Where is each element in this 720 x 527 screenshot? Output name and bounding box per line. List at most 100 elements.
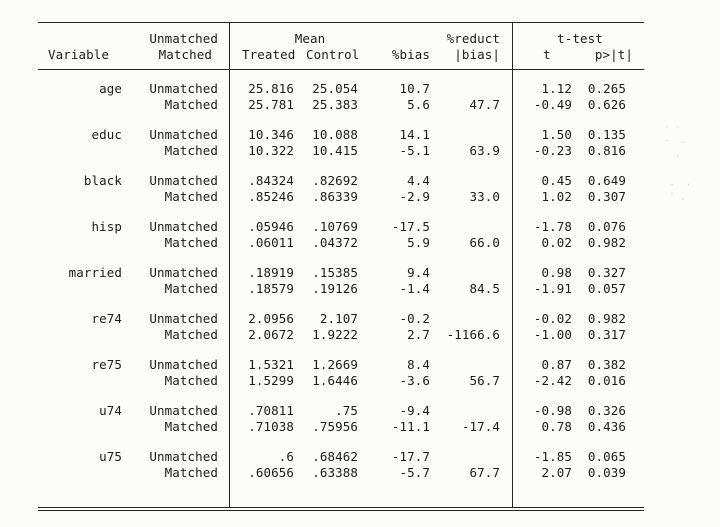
cell-matched-bias: -2.9 [399,189,430,204]
cell-unmatched-bias: 14.1 [399,127,430,142]
cell-unmatched-bias: 10.7 [399,81,430,96]
cell-unmatched-control: .10769 [312,219,358,234]
cell-matched-treated: 1.5299 [248,373,294,388]
bleed-through-marks: - - - . . . . ' , [664,122,692,202]
cell-unmatched-control: .68462 [312,449,358,464]
cell-matched-treated: .71038 [248,419,294,434]
cell-matched-bias: -5.1 [399,143,430,158]
cell-matched-t: 1.02 [541,189,572,204]
header-pct-reduct-line2: |bias| [454,47,500,62]
cell-matched-bias: -11.1 [391,419,430,434]
cell-matched-sample: Matched [164,143,218,158]
cell-matched-control: .75956 [312,419,358,434]
cell-matched-t: -0.49 [533,97,572,112]
cell-unmatched-t: -1.78 [533,219,572,234]
cell-unmatched-sample: Unmatched [149,127,218,142]
cell-matched-reduct: 56.7 [469,373,500,388]
cell-matched-t: 0.78 [541,419,572,434]
cell-matched-reduct: -17.4 [461,419,500,434]
cell-unmatched-treated: .05946 [248,219,294,234]
cell-matched-sample: Matched [164,465,218,480]
cell-unmatched-sample: Unmatched [149,357,218,372]
cell-unmatched-bias: 4.4 [407,173,430,188]
cell-variable: married [68,265,122,280]
header-variable: Variable [48,47,110,62]
cell-unmatched-treated: 25.816 [248,81,294,96]
cell-unmatched-bias: -9.4 [399,403,430,418]
cell-matched-control: .63388 [312,465,358,480]
cell-unmatched-t: 0.98 [541,265,572,280]
cell-matched-bias: -3.6 [399,373,430,388]
cell-unmatched-bias: 9.4 [407,265,430,280]
cell-matched-control: 1.9222 [312,327,358,342]
cell-unmatched-t: 0.45 [541,173,572,188]
cell-matched-t: -1.91 [533,281,572,296]
cell-unmatched-control: .82692 [312,173,358,188]
cell-variable: black [83,173,122,188]
cell-unmatched-sample: Unmatched [149,265,218,280]
header-pct-reduct-line1: %reduct [446,31,500,46]
cell-unmatched-p: 0.982 [587,311,626,326]
header-mean-group: Mean [294,31,326,46]
header-control: Control [306,47,360,62]
cell-matched-p: 0.436 [587,419,626,434]
cell-variable: re75 [91,357,122,372]
cell-unmatched-p: 0.326 [587,403,626,418]
bottom-rule-double [38,510,644,511]
cell-unmatched-control: 1.2669 [312,357,358,372]
cell-matched-p: 0.626 [587,97,626,112]
cell-variable: re74 [91,311,122,326]
cell-matched-reduct: 84.5 [469,281,500,296]
cell-matched-p: 0.317 [587,327,626,342]
header-bottom-rule [38,69,644,70]
cell-unmatched-control: 25.054 [312,81,358,96]
cell-variable: educ [91,127,122,142]
header-sample-line1: Unmatched [149,31,218,46]
cell-matched-t: -2.42 [533,373,572,388]
cell-matched-sample: Matched [164,419,218,434]
cell-matched-treated: 2.0672 [248,327,294,342]
cell-unmatched-control: 2.107 [319,311,358,326]
cell-unmatched-treated: 2.0956 [248,311,294,326]
cell-matched-t: -0.23 [533,143,572,158]
cell-unmatched-p: 0.065 [587,449,626,464]
cell-unmatched-treated: .84324 [248,173,294,188]
cell-unmatched-control: 10.088 [312,127,358,142]
cell-variable: hisp [91,219,122,234]
cell-unmatched-p: 0.649 [587,173,626,188]
cell-unmatched-t: 1.50 [541,127,572,142]
cell-unmatched-sample: Unmatched [149,311,218,326]
cell-variable: u74 [99,403,122,418]
cell-matched-t: 0.02 [541,235,572,250]
header-treated: Treated [242,47,296,62]
cell-matched-sample: Matched [164,235,218,250]
cell-matched-p: 0.307 [587,189,626,204]
cell-matched-control: 25.383 [312,97,358,112]
cell-matched-bias: 5.9 [407,235,430,250]
cell-unmatched-t: -0.98 [533,403,572,418]
bottom-rule [38,507,644,508]
cell-matched-reduct: 67.7 [469,465,500,480]
cell-matched-control: 1.6446 [312,373,358,388]
cell-unmatched-bias: -17.5 [391,219,430,234]
cell-matched-treated: .85246 [248,189,294,204]
header-sample-line2: Matched [158,47,212,62]
cell-unmatched-sample: Unmatched [149,81,218,96]
cell-unmatched-bias: 8.4 [407,357,430,372]
cell-matched-reduct: 47.7 [469,97,500,112]
header-p: p>|t| [594,47,633,62]
cell-matched-p: 0.982 [587,235,626,250]
cell-matched-t: 2.07 [541,465,572,480]
cell-unmatched-p: 0.265 [587,81,626,96]
cell-variable: age [99,81,122,96]
vertical-rule-right [512,22,513,508]
cell-unmatched-treated: 1.5321 [248,357,294,372]
cell-matched-p: 0.039 [587,465,626,480]
cell-unmatched-sample: Unmatched [149,173,218,188]
header-ttest-group: t-test [557,31,603,46]
cell-matched-t: -1.00 [533,327,572,342]
header-pct-bias: %bias [391,47,430,62]
cell-matched-treated: .60656 [248,465,294,480]
cell-unmatched-treated: .6 [278,449,294,464]
